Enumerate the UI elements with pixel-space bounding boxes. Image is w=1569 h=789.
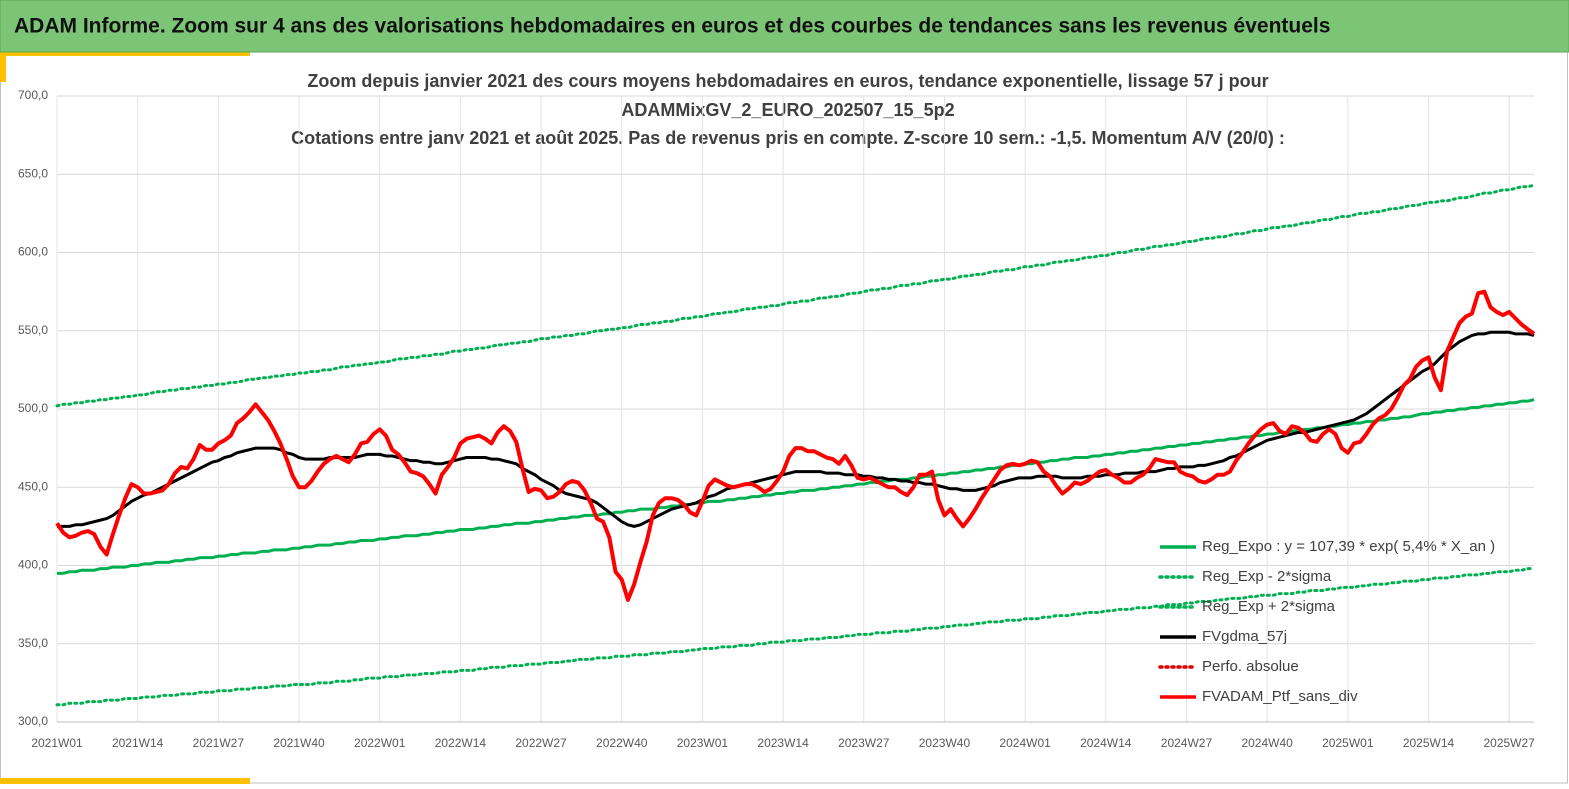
x-tick-label: 2024W27: [1161, 736, 1213, 750]
x-tick-label: 2024W40: [1241, 736, 1293, 750]
y-tick-label: 300,0: [18, 714, 48, 728]
header-bar: [0, 0, 1569, 53]
accent: [0, 778, 250, 784]
chart-title: Cotations entre janv 2021 et août 2025. …: [291, 128, 1285, 148]
x-tick-label: 2022W40: [596, 736, 648, 750]
legend: Reg_Expo : y = 107,39 * exp( 5,4% * X_an…: [1158, 538, 1495, 705]
y-tick-label: 500,0: [18, 401, 48, 415]
y-tick-label: 650,0: [18, 166, 48, 180]
x-tick-label: 2022W27: [515, 736, 567, 750]
x-tick-label: 2023W40: [919, 736, 971, 750]
x-tick-label: 2023W27: [838, 736, 890, 750]
y-tick-label: 450,0: [18, 479, 48, 493]
x-tick-label: 2021W40: [273, 736, 325, 750]
x-tick-label: 2025W01: [1322, 736, 1374, 750]
x-tick-label: 2024W01: [999, 736, 1051, 750]
series-line: [55, 289, 1536, 602]
x-tick-label: 2022W01: [354, 736, 406, 750]
x-tick-label: 2024W14: [1080, 736, 1132, 750]
lines: [55, 183, 1536, 707]
x-tick-label: 2021W14: [112, 736, 164, 750]
series-line: [55, 567, 1536, 707]
legend-label: Perfo. absolue: [1202, 658, 1299, 675]
y-tick-label: 550,0: [18, 323, 48, 337]
chart-title: Zoom depuis janvier 2021 des cours moyen…: [307, 71, 1268, 91]
header-title: ADAM Informe. Zoom sur 4 ans des valoris…: [14, 15, 1330, 38]
x-tick-label: 2023W01: [677, 736, 729, 750]
x-tick-label: 2025W14: [1403, 736, 1455, 750]
x-tick-label: 2022W14: [435, 736, 487, 750]
legend-label: FVADAM_Ptf_sans_div: [1202, 688, 1358, 705]
y-tick-label: 600,0: [18, 245, 48, 259]
chart-title: ADAMMixGV_2_EURO_202507_15_5p2: [621, 100, 954, 120]
y-tick-label: 400,0: [18, 558, 48, 572]
y-tick-label: 350,0: [18, 636, 48, 650]
x-tick-label: 2021W27: [193, 736, 245, 750]
legend-label: Reg_Exp - 2*sigma: [1202, 568, 1332, 585]
legend-label: Reg_Expo : y = 107,39 * exp( 5,4% * X_an…: [1202, 538, 1495, 555]
legend-label: Reg_Exp + 2*sigma: [1202, 598, 1336, 615]
y-tick-label: 700,0: [18, 88, 48, 102]
legend-label: FVgdma_57j: [1202, 628, 1287, 645]
accent: [0, 52, 6, 82]
x-tick-label: 2025W27: [1483, 736, 1535, 750]
accent: [0, 52, 250, 56]
series-line: [57, 330, 1535, 528]
x-tick-label: 2021W01: [31, 736, 83, 750]
x-tick-label: 2023W14: [757, 736, 809, 750]
series-line: [55, 183, 1536, 408]
